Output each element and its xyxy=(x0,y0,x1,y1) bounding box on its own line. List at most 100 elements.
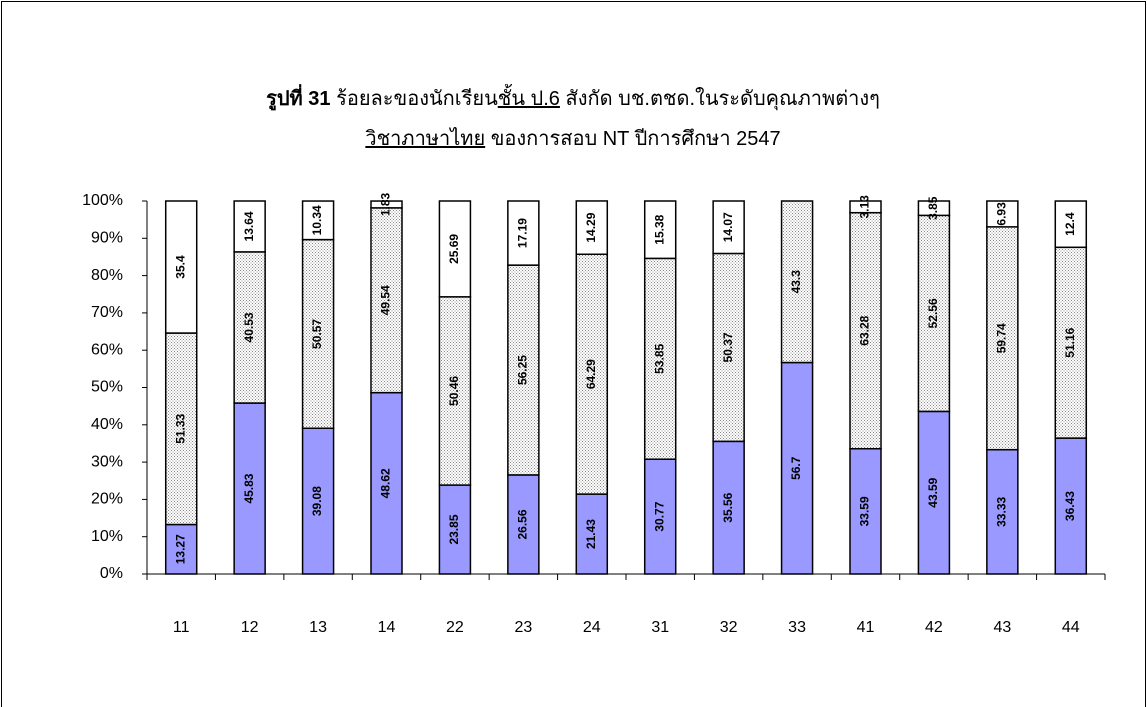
value-label: 56.7 xyxy=(789,456,803,480)
y-tick-label: 10% xyxy=(91,528,123,545)
x-tick-label: 24 xyxy=(583,619,601,636)
value-label: 33.59 xyxy=(858,496,872,526)
chart-title: รูปที่ 31 ร้อยละของนักเรียนชั้น ป.6 สังก… xyxy=(266,83,880,112)
bar-segment xyxy=(438,484,472,575)
bar-segment xyxy=(849,200,882,214)
x-tick-label: 42 xyxy=(925,619,943,636)
bar-segment xyxy=(1054,200,1088,249)
value-label: 3.85 xyxy=(926,196,940,220)
bar-segment xyxy=(233,200,266,253)
bar-segment xyxy=(507,474,540,575)
value-label: 39.08 xyxy=(310,486,324,516)
y-tick-label: 80% xyxy=(91,267,123,284)
value-label: 21.43 xyxy=(584,519,598,549)
value-label: 50.57 xyxy=(310,319,324,349)
bar-segment xyxy=(917,214,951,413)
value-label: 33.33 xyxy=(995,496,1009,526)
value-label: 50.46 xyxy=(447,376,461,406)
value-label: 63.28 xyxy=(858,315,872,345)
x-tick-label: 23 xyxy=(514,619,532,636)
x-tick-label: 41 xyxy=(857,619,875,636)
value-label: 23.85 xyxy=(447,514,461,544)
bar-segment xyxy=(849,447,882,575)
bar-segment xyxy=(575,253,609,495)
title-part: ของการสอบ NT ปีการศึกษา 2547 xyxy=(485,128,780,150)
value-label: 12.4 xyxy=(1063,212,1077,236)
x-tick-label: 31 xyxy=(651,619,669,636)
bar-segment xyxy=(301,427,335,575)
title-part: วิชาภาษาไทย xyxy=(365,127,485,150)
x-tick-label: 44 xyxy=(1062,619,1080,636)
y-tick-label: 50% xyxy=(91,379,123,396)
x-tick-label: 33 xyxy=(788,619,806,636)
chart-title: วิชาภาษาไทย ของการสอบ NT ปีการศึกษา 2547 xyxy=(365,127,780,150)
y-tick-label: 70% xyxy=(91,304,123,321)
value-label: 26.56 xyxy=(516,509,530,539)
value-label: 36.43 xyxy=(1063,491,1077,521)
bar-segment xyxy=(643,257,677,460)
bar-segment xyxy=(164,332,198,526)
bar-segment xyxy=(507,200,540,266)
x-tick-label: 43 xyxy=(993,619,1011,636)
bar-segment xyxy=(986,200,1019,228)
bar-segment xyxy=(917,200,951,217)
bar-segment xyxy=(575,200,609,256)
value-label: 10.34 xyxy=(310,205,324,235)
bar-segment xyxy=(507,264,540,476)
value-label: 49.54 xyxy=(379,285,393,315)
bar-segment xyxy=(233,251,266,404)
value-label: 13.64 xyxy=(242,211,256,241)
bar-segment xyxy=(712,440,745,575)
value-label: 43.3 xyxy=(789,270,803,294)
value-label: 64.29 xyxy=(584,359,598,389)
bar-segment xyxy=(164,200,198,334)
title-part: ชั้น ป.6 xyxy=(498,84,560,110)
x-tick-label: 22 xyxy=(446,619,464,636)
value-label: 15.38 xyxy=(652,214,666,244)
title-part: รูปที่ 31 xyxy=(266,83,330,112)
value-label: 14.07 xyxy=(721,212,735,242)
value-label: 17.19 xyxy=(516,218,530,248)
value-label: 35.4 xyxy=(173,255,187,279)
bar-segment xyxy=(712,200,745,255)
value-label: 1.83 xyxy=(379,192,393,216)
value-label: 52.56 xyxy=(926,298,940,328)
value-label: 43.59 xyxy=(926,477,940,507)
value-label: 53.85 xyxy=(652,343,666,373)
y-tick-label: 90% xyxy=(91,230,123,247)
value-label: 40.53 xyxy=(242,312,256,342)
bar-segment xyxy=(370,391,403,575)
value-label: 51.33 xyxy=(173,413,187,443)
value-label: 51.16 xyxy=(1063,327,1077,357)
value-label: 14.29 xyxy=(584,212,598,242)
value-label: 35.56 xyxy=(721,492,735,522)
title-part: ร้อยละของนักเรียน xyxy=(331,88,499,110)
value-label: 3.13 xyxy=(858,195,872,219)
bar-segment xyxy=(780,200,814,364)
title-part: สังกัด บช.ตชด.ในระดับคุณภาพต่างๆ xyxy=(560,87,880,111)
value-label: 59.74 xyxy=(995,323,1009,353)
y-tick-label: 30% xyxy=(91,453,123,470)
value-label: 30.77 xyxy=(652,501,666,531)
value-label: 45.83 xyxy=(242,473,256,503)
bar-segment xyxy=(164,523,198,575)
value-label: 50.37 xyxy=(721,332,735,362)
x-tick-label: 11 xyxy=(173,619,190,636)
x-tick-label: 13 xyxy=(309,619,327,636)
bar-segment xyxy=(643,200,677,260)
bar-segment xyxy=(370,200,403,209)
value-label: 48.62 xyxy=(379,468,393,498)
bar-segment xyxy=(438,200,472,298)
value-label: 56.25 xyxy=(516,355,530,385)
value-label: 13.27 xyxy=(173,534,187,564)
value-label: 6.93 xyxy=(995,202,1009,226)
bar-segment xyxy=(301,200,335,241)
y-tick-label: 40% xyxy=(91,416,123,433)
x-tick-label: 32 xyxy=(720,619,738,636)
value-label: 25.69 xyxy=(447,234,461,264)
y-tick-label: 20% xyxy=(91,491,123,508)
y-tick-label: 0% xyxy=(100,565,123,582)
bar-segment xyxy=(849,211,882,450)
bar-segment xyxy=(917,410,951,575)
